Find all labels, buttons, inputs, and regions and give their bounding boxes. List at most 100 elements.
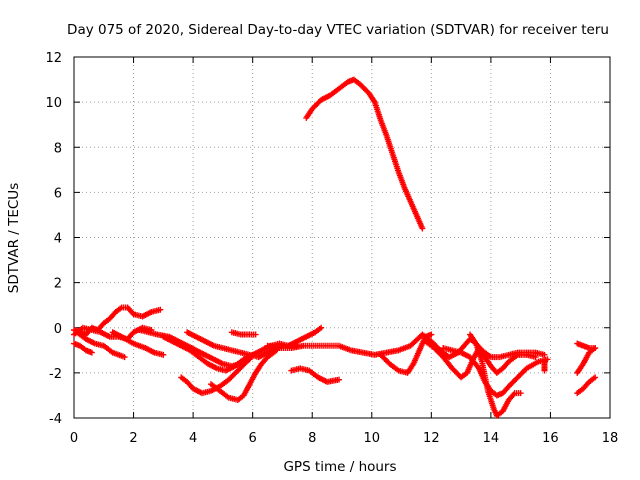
data-point [430,340,433,343]
data-point [85,349,87,352]
data-point [260,349,263,352]
data-point [102,322,105,325]
data-point [162,354,165,356]
data-point [397,369,400,372]
data-point [156,333,159,336]
data-point [359,83,361,85]
data-point [213,345,215,347]
series-arc-i [178,351,256,397]
data-point [338,345,340,347]
data-point [242,358,245,361]
y-tick-label: 0 [54,322,62,337]
data-point [502,410,504,413]
series-arc-u [574,345,599,376]
data-point [576,392,579,394]
data-point [299,367,302,370]
data-point [338,87,340,90]
data-point [302,345,305,347]
data-point [534,356,537,358]
data-point [421,333,424,336]
data-point [463,345,465,347]
data-point [234,365,236,367]
data-point [320,99,322,101]
data-point [496,394,498,397]
data-point [228,396,230,399]
data-point [266,351,269,354]
data-point [245,360,248,363]
data-point [278,347,281,349]
data-point [543,354,546,356]
data-point [296,340,299,343]
data-point [421,227,424,230]
data-point [338,378,340,381]
data-point [594,347,596,349]
data-point [487,390,489,392]
data-point [507,399,510,401]
data-point [507,385,510,388]
data-point [111,351,114,354]
data-point [543,369,546,372]
data-point [222,347,224,349]
data-point [180,345,182,347]
data-point [448,356,451,358]
data-point [534,351,537,354]
data-point [388,363,391,365]
y-tick-label: -2 [49,367,62,382]
data-point [201,392,203,394]
data-point [132,342,135,345]
data-point [424,340,427,343]
series-arc-k [228,329,259,338]
data-point [153,351,156,354]
data-point [192,387,194,390]
data-point [433,347,436,349]
series-arc-j [207,347,280,403]
data-point [406,372,409,374]
data-point [588,347,590,349]
data-point [216,367,218,370]
data-point [308,369,311,372]
data-point [314,345,317,347]
data-point [588,351,590,354]
data-point [594,376,596,379]
x-tick-label: 2 [129,431,137,446]
y-axis-label: SDTVAR / TECUs [6,183,22,293]
series-marks [288,365,343,385]
x-tick-label: 4 [189,431,197,446]
data-point [231,331,233,334]
data-point [507,360,510,363]
data-point [120,335,123,338]
data-point [314,331,317,334]
data-point [397,171,400,173]
data-point [379,119,382,121]
data-point [385,351,388,354]
x-tick-label: 18 [602,431,619,446]
data-point [481,360,483,363]
data-point [159,308,162,311]
data-point [368,92,370,94]
data-point [171,340,174,343]
data-point [442,356,445,358]
data-point [228,378,230,381]
data-point [430,333,433,336]
data-point [204,354,206,356]
data-point [576,372,579,374]
data-point [123,356,126,358]
data-point [305,335,308,338]
data-point [260,363,263,365]
data-point [210,383,212,385]
series-arc-o [377,331,435,376]
data-point [120,306,123,309]
x-tick-label: 12 [423,431,440,446]
data-point [222,363,224,365]
data-point [85,333,87,336]
series-arc-m [285,324,325,349]
y-tick-label: 6 [54,186,62,201]
data-point [225,369,227,372]
data-point [546,358,549,361]
data-point [108,317,111,320]
data-point [469,356,471,358]
data-point [147,331,150,334]
data-point [305,117,308,119]
y-tick-label: 2 [54,277,62,292]
y-tick-label: 4 [54,232,62,247]
